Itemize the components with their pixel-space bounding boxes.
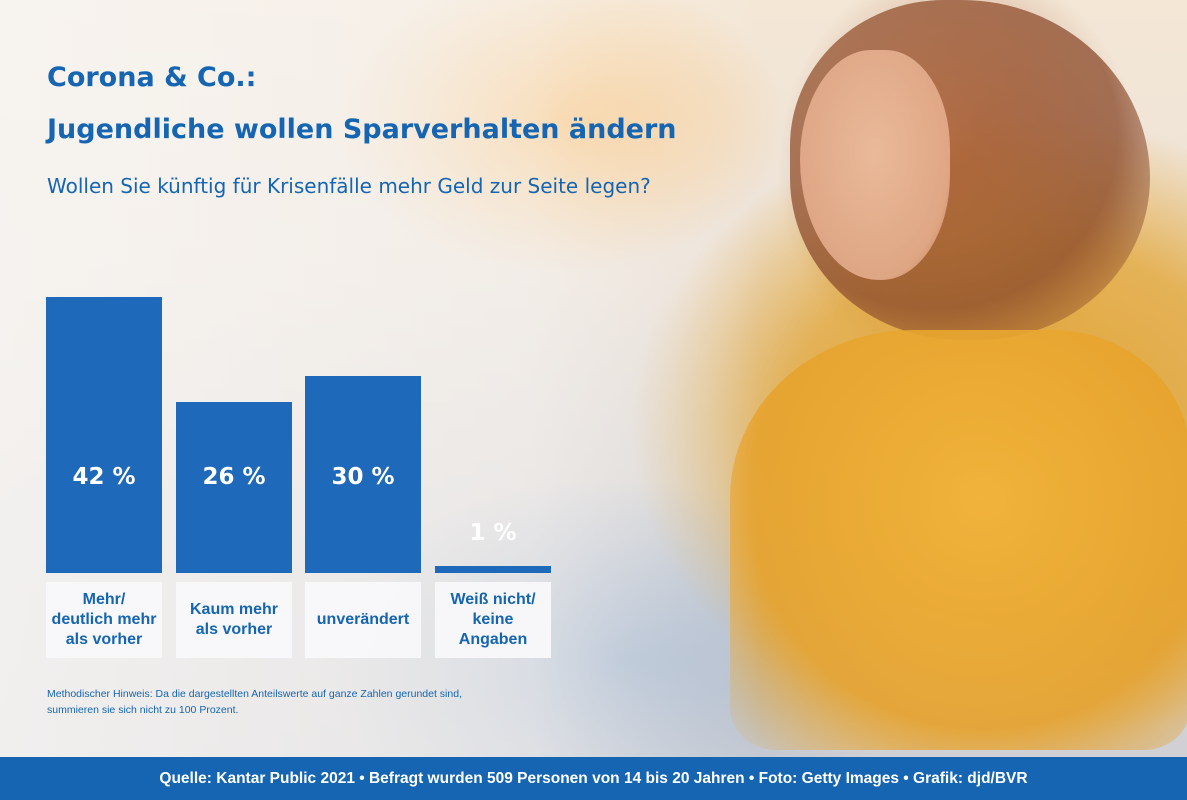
category-label-box-1: Mehr/ deutlich mehr als vorher <box>46 582 162 658</box>
bar-value-label-1: 42 % <box>72 464 136 490</box>
title-line-2: Jugendliche wollen Sparverhalten ändern <box>47 114 677 145</box>
title-line-1: Corona & Co.: <box>47 62 257 93</box>
bar-value-label-4: 1 % <box>469 520 517 546</box>
survey-question: Wollen Sie künftig für Krisenfälle mehr … <box>47 174 651 198</box>
category-label-2: Kaum mehr als vorher <box>189 601 279 638</box>
bar-3 <box>305 376 421 573</box>
category-label-3: unverändert <box>316 611 410 628</box>
bar-value-label-2: 26 % <box>202 464 266 490</box>
methodology-note: Methodischer Hinweis: Da die dargestellt… <box>47 688 462 716</box>
category-label-4: Weiß nicht/ keine Angaben <box>450 591 536 648</box>
photo-person-shirt <box>730 330 1187 750</box>
bar-value-label-3: 30 % <box>331 464 395 490</box>
category-label-box-3: unverändert <box>305 582 421 658</box>
category-label-box-4: Weiß nicht/ keine Angaben <box>435 582 551 658</box>
category-label-1: Mehr/ deutlich mehr als vorher <box>51 591 157 648</box>
bar-1 <box>46 297 162 573</box>
bar-2 <box>176 402 292 573</box>
bar-4 <box>435 566 551 573</box>
category-label-box-2: Kaum mehr als vorher <box>176 582 292 658</box>
source-footer: Quelle: Kantar Public 2021 • Befragt wur… <box>0 757 1187 800</box>
photo-person-face <box>800 50 950 280</box>
